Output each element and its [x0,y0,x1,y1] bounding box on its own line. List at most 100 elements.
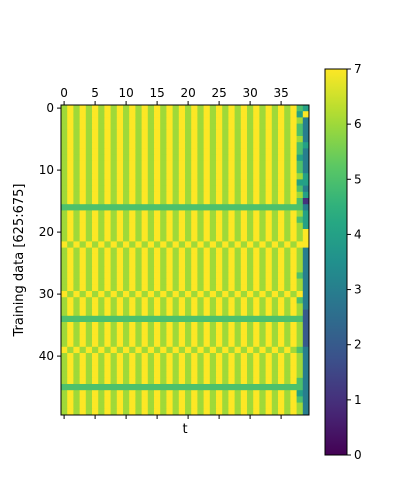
heatmap-cell [135,359,142,366]
heatmap-cell [92,402,99,410]
heatmap-cell [110,247,118,255]
heatmap-cell [216,266,223,273]
heatmap-cell [178,247,186,255]
heatmap-cell [216,322,223,329]
heatmap-cell [79,235,87,242]
heatmap-cell [271,229,279,236]
heatmap-cell [222,309,229,317]
heatmap-cell [197,309,204,317]
heatmap-cell [61,173,68,180]
heatmap-cell [296,129,304,137]
heatmap-cell [222,303,229,310]
heatmap-cell [216,179,223,186]
heatmap-cell [92,328,99,335]
heatmap-cell [197,396,204,403]
heatmap-cell [185,191,192,199]
heatmap-cell [61,111,68,118]
heatmap-cell [209,247,217,255]
heatmap-cell [154,235,161,242]
heatmap-cell [104,191,111,199]
heatmap-cell [216,359,223,366]
heatmap-cell [259,247,266,255]
heatmap-cell [284,105,291,112]
heatmap-cell [98,167,105,174]
heatmap-cell [172,222,180,230]
heatmap-cell [110,173,118,180]
heatmap-cell [116,303,124,310]
heatmap-cell [61,241,68,248]
heatmap-cell [216,154,223,162]
heatmap-cell [185,359,192,366]
heatmap-cell [197,154,204,162]
heatmap-cell [240,377,248,385]
heatmap-cell [278,377,285,385]
heatmap-cell [85,105,93,112]
heatmap-cell [172,384,180,391]
heatmap-cell [296,105,304,112]
heatmap-cell [247,185,254,193]
heatmap-cell [92,272,99,279]
heatmap-cell [234,210,242,217]
heatmap-cell [110,123,118,131]
heatmap-cell [185,291,192,298]
heatmap-cell [61,123,68,131]
heatmap-cell [216,204,223,211]
heatmap-cell [110,272,118,279]
heatmap-cell [278,173,285,180]
heatmap-cell [290,284,297,292]
heatmap-cell [79,284,87,292]
heatmap-cell [160,117,167,124]
heatmap-cell [154,148,161,155]
heatmap-cell [123,222,130,230]
heatmap-cell [147,284,155,292]
heatmap-cell [265,365,273,372]
heatmap-cell [92,229,99,236]
heatmap-cell [147,167,155,174]
heatmap-cell [253,229,260,236]
heatmap-cell [141,377,149,385]
heatmap-cell [284,142,291,149]
heatmap-cell [253,371,260,379]
heatmap-cell [147,142,155,149]
heatmap-cell [141,260,149,267]
heatmap-cell [147,365,155,372]
heatmap-cell [172,377,180,385]
heatmap-cell [172,191,180,199]
heatmap-cell [222,142,229,149]
heatmap-cell [209,396,217,403]
heatmap-cell [172,142,180,149]
heatmap-cell [129,384,136,391]
heatmap-cell [141,216,149,224]
heatmap-cell [73,105,80,112]
heatmap-cell [104,272,111,279]
heatmap-cell [216,303,223,310]
heatmap-cell [147,204,155,211]
heatmap-cell [73,291,80,298]
heatmap-cell [234,253,242,261]
heatmap-cell [197,129,204,137]
heatmap-cell [197,303,204,310]
heatmap-cell [284,167,291,174]
heatmap-cell [278,359,285,366]
heatmap-cell [216,241,223,248]
heatmap-cell [197,390,204,397]
heatmap-cell [129,297,136,304]
heatmap-cell [85,396,93,403]
heatmap-cell [278,291,285,298]
heatmap-cell [98,229,105,236]
heatmap-cell [228,291,235,298]
heatmap-cell [296,123,304,131]
heatmap-cell [85,260,93,267]
heatmap-cell [185,297,192,304]
heatmap-cell [240,340,248,348]
heatmap-cell [302,210,310,217]
heatmap-cell [203,235,211,242]
heatmap-cell [259,241,266,248]
heatmap-cell [147,377,155,385]
heatmap-cell [178,328,186,335]
heatmap-cell [166,142,173,149]
heatmap-cell [259,142,266,149]
heatmap-cell [240,371,248,379]
heatmap-cell [191,365,198,372]
heatmap-cell [191,334,198,341]
